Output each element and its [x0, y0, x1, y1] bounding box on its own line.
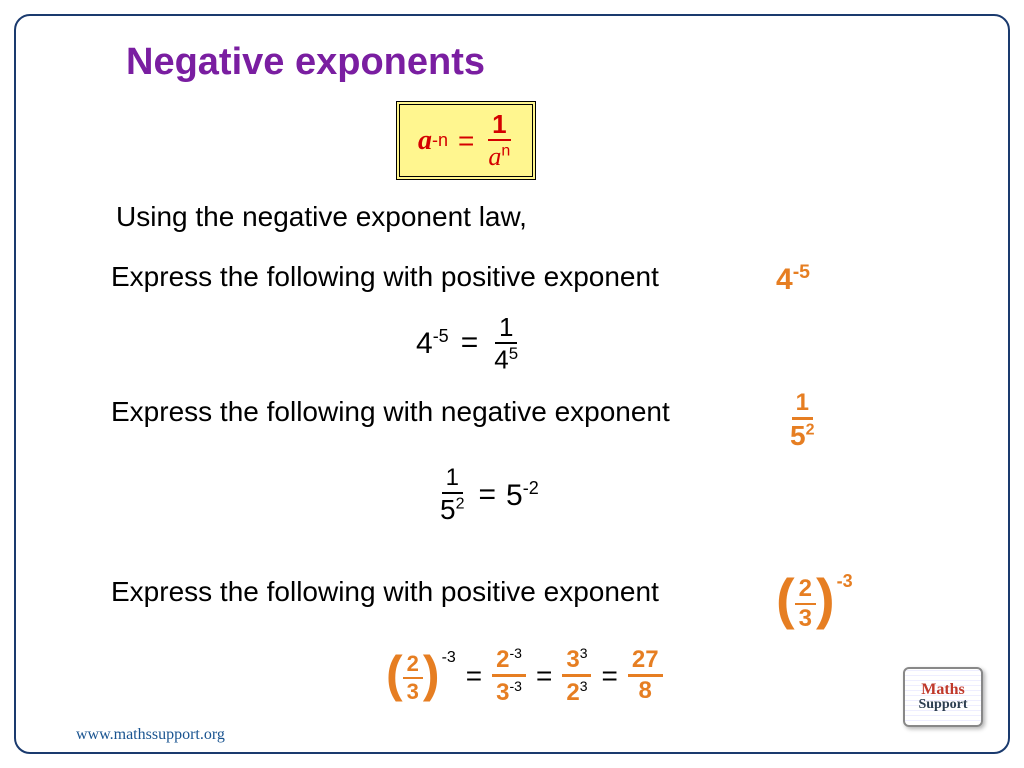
- logo-line2: Support: [918, 698, 967, 712]
- formula-box: a-n = 1 an: [396, 101, 536, 180]
- ex2-rhs: 5-2: [506, 478, 539, 513]
- ex3-result: 27 8: [628, 648, 663, 703]
- slide-frame: Negative exponents a-n = 1 an Using the …: [14, 14, 1010, 754]
- formula-base: a: [418, 125, 432, 157]
- ex3-step2: 33 23: [562, 646, 591, 705]
- ex1-problem: 4-5: [776, 261, 810, 297]
- ex2-prompt: Express the following with negative expo…: [111, 396, 670, 428]
- ex1-prompt: Express the following with positive expo…: [111, 261, 659, 293]
- formula-fraction: 1 an: [484, 111, 514, 170]
- ex2-lhs-fraction: 1 52: [436, 466, 468, 524]
- ex3-work: ( 2 3 ) -3 = 2-3 3-3 = 33 23 = 27 8: [386, 646, 663, 705]
- formula-den: an: [484, 141, 514, 170]
- logo-line1: Maths: [921, 682, 965, 698]
- ex1-fraction: 1 45: [490, 314, 522, 373]
- ex2-work: 1 52 = 5-2: [436, 466, 539, 524]
- ex1-lhs: 4-5: [416, 326, 449, 361]
- close-paren: ): [816, 571, 835, 627]
- formula-num: 1: [488, 111, 510, 141]
- ex1-eq: =: [461, 326, 479, 360]
- open-paren: (: [776, 571, 795, 627]
- ex3-problem: ( 2 3 ) -3: [776, 571, 853, 637]
- ex2-eq: =: [478, 478, 496, 512]
- ex1-work: 4-5 = 1 45: [416, 314, 522, 373]
- formula-eq: =: [458, 125, 474, 157]
- ex2-problem: 1 52: [786, 391, 818, 450]
- logo-badge: Maths Support: [903, 667, 983, 727]
- ex3-step1: 2-3 3-3: [492, 646, 526, 705]
- ex3-prompt: Express the following with positive expo…: [111, 576, 659, 608]
- source-url: www.mathssupport.org: [76, 726, 225, 744]
- formula-lhs-exp: -n: [432, 130, 448, 151]
- slide-title: Negative exponents: [126, 41, 485, 84]
- intro-text: Using the negative exponent law,: [116, 201, 527, 233]
- ex3-step0: ( 2 3 ) -3: [386, 649, 456, 703]
